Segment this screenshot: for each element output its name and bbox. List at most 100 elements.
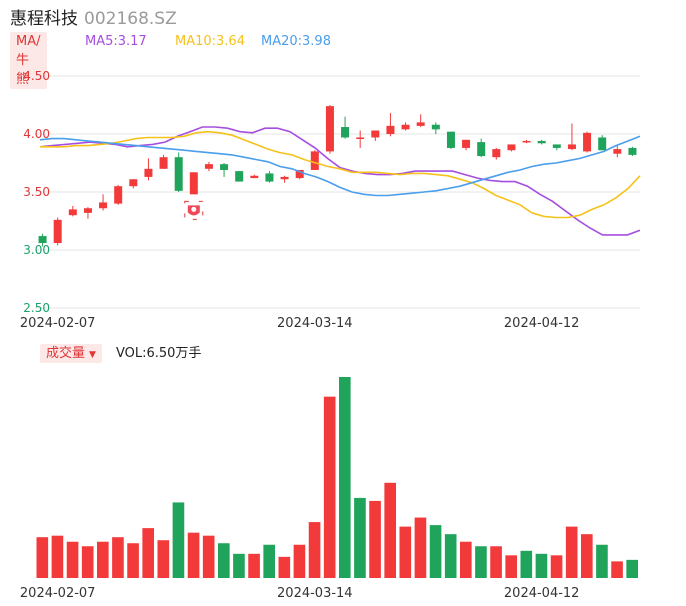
ma20-legend-label: MA20:3.98 [261, 34, 331, 49]
candle-body [265, 173, 274, 182]
y-tick-label: 4.50 [23, 69, 50, 83]
volume-bar [218, 543, 230, 578]
volume-bar [581, 534, 593, 578]
y-tick-label: 4.00 [23, 127, 50, 141]
candle-body [552, 144, 561, 148]
volume-bar [81, 546, 94, 578]
candle-body [446, 131, 455, 148]
candle-body [477, 142, 486, 157]
volume-bar [550, 555, 563, 578]
volume-bar [97, 541, 109, 578]
x-tick-label: 2024-02-07 [20, 586, 96, 601]
volume-bar [444, 534, 457, 578]
volume-indicator-button[interactable]: 成交量 ▼ [40, 344, 102, 363]
volume-bar [611, 561, 623, 578]
volume-bar [202, 535, 215, 578]
volume-bar [66, 541, 79, 578]
candle-body [68, 209, 77, 216]
x-tick-label: 2024-02-07 [20, 316, 96, 330]
candle-body [386, 125, 395, 134]
candle-body [492, 149, 501, 158]
volume-bar [51, 535, 64, 578]
volume-bar [475, 546, 487, 578]
y-tick-label: 3.50 [23, 185, 50, 199]
volume-bar [308, 522, 321, 578]
candle-body [325, 106, 334, 152]
candle-body [204, 164, 213, 169]
stock-name: 惠程科技 [10, 9, 78, 29]
candle-body [159, 157, 168, 169]
y-tick-label: 2.50 [23, 301, 50, 315]
candle-body [129, 179, 138, 187]
candle-body [567, 144, 576, 150]
x-tick-label: 2024-03-14 [277, 316, 353, 330]
candle-body [114, 186, 123, 204]
candle-body [401, 124, 410, 130]
volume-indicator-label: 成交量 [46, 346, 86, 361]
candle-body [220, 164, 229, 170]
volume-bar [263, 544, 275, 578]
candle-body [522, 140, 531, 143]
volume-bar [233, 553, 245, 578]
volume-bar [399, 526, 412, 578]
candle-body [613, 149, 622, 154]
series-line-ma20 [39, 135, 641, 197]
candle-body [598, 137, 607, 151]
stock-title: 惠程科技 002168.SZ [10, 4, 177, 29]
volume-bar [354, 497, 366, 578]
candle-body [416, 122, 425, 126]
volume-bar-chart: 2024-02-07 2024-03-14 2024-04-12 [20, 377, 638, 601]
volume-bar [278, 556, 291, 578]
candle-body [38, 236, 47, 244]
volume-bar [565, 526, 578, 578]
candle-body [431, 124, 440, 130]
ma-toggle-button[interactable]: MA/牛熊 [10, 32, 47, 89]
volume-bar [36, 537, 49, 578]
volume-bar [384, 482, 396, 578]
volume-bar [127, 543, 139, 578]
candle-body [250, 175, 259, 179]
volume-bar [535, 553, 548, 578]
candle-body [341, 127, 350, 138]
volume-bar [369, 500, 381, 578]
volume-bar [142, 528, 154, 578]
candle-body [462, 139, 471, 148]
volume-bar [429, 525, 442, 578]
special-treatment-icon [184, 200, 204, 220]
volume-bar [505, 555, 517, 578]
candle-body [53, 219, 62, 244]
candle-body [280, 176, 289, 180]
marker-frame [184, 200, 204, 220]
candle-body [99, 202, 108, 209]
volume-bar [460, 541, 472, 578]
x-tick-label: 2024-03-14 [277, 586, 353, 601]
volume-bar [323, 396, 336, 578]
volume-value: VOL:6.50万手 [115, 346, 202, 361]
volume-bar [520, 550, 533, 578]
caret-down-icon: ▼ [89, 350, 96, 360]
volume-bar [112, 537, 124, 578]
candle-body [144, 168, 153, 177]
candle-body [371, 130, 380, 138]
candle-body [189, 172, 198, 195]
candle-body [174, 157, 183, 191]
x-tick-label: 2024-04-12 [504, 586, 580, 601]
candle-body [235, 171, 244, 182]
candle-body [537, 140, 546, 144]
candle-body [628, 147, 637, 155]
volume-bar [414, 517, 427, 578]
volume-bar [157, 540, 170, 578]
candle-body [583, 132, 592, 152]
candle-body [83, 208, 92, 213]
volume-bar [187, 532, 200, 578]
marker-dot [191, 206, 197, 212]
candle-body [507, 144, 516, 151]
x-tick-label: 2024-04-12 [504, 316, 580, 330]
candle-body [310, 151, 319, 170]
series-line-ma10 [40, 130, 641, 219]
volume-bar [172, 502, 185, 578]
volume-bar [248, 553, 260, 578]
volume-header: 成交量 ▼ VOL:6.50万手 [40, 342, 202, 363]
volume-bar [626, 559, 638, 578]
